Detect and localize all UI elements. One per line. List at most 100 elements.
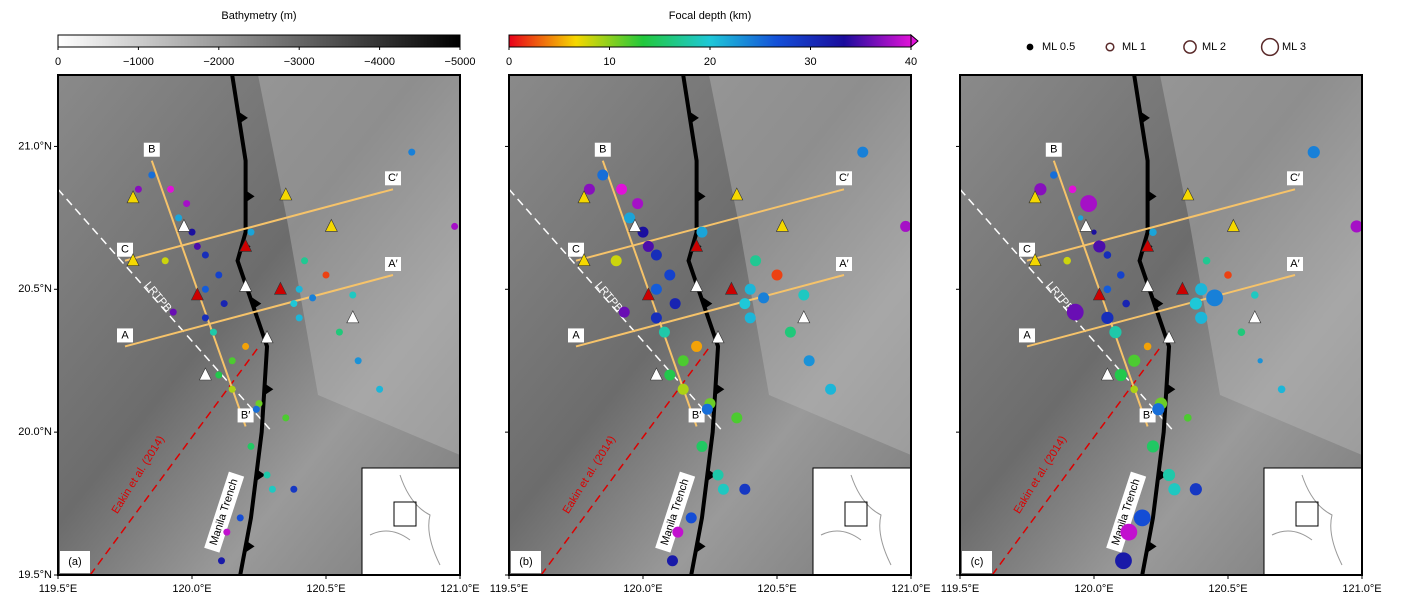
earthquake	[264, 472, 271, 479]
x-tick-label: 121.0°E	[440, 583, 479, 595]
map-panel: AA′BB′CC′LRTPBEakin et al. (2014)Manila …	[18, 75, 479, 595]
colorbar-tick-label: −1000	[123, 56, 154, 68]
earthquake	[1080, 195, 1097, 212]
earthquake	[1104, 285, 1112, 293]
earthquake	[282, 414, 289, 421]
profile-label: A′	[388, 258, 397, 270]
earthquake	[1078, 215, 1083, 220]
panel-label: (c)	[971, 556, 984, 568]
earthquake	[731, 412, 742, 423]
earthquake	[686, 512, 697, 523]
earthquake	[696, 441, 707, 452]
earthquake	[242, 343, 249, 350]
profile-label: C′	[1290, 172, 1300, 184]
earthquake	[215, 372, 222, 379]
x-tick-label: 119.5°E	[490, 583, 528, 595]
colorbar-tick-label: −5000	[445, 56, 476, 68]
colorbar-tick-label: 30	[804, 56, 816, 68]
legend-symbol	[1106, 43, 1114, 51]
earthquake	[221, 300, 228, 307]
earthquake	[202, 252, 209, 259]
earthquake	[376, 386, 383, 393]
earthquake	[162, 257, 169, 264]
earthquake	[1115, 369, 1127, 381]
inset-map	[362, 468, 460, 575]
earthquake	[1069, 185, 1077, 193]
earthquake	[1168, 483, 1180, 495]
earthquake	[1134, 509, 1151, 526]
earthquake	[1152, 403, 1164, 415]
y-tick-label: 21.0°N	[18, 140, 52, 152]
figure: Bathymetry (m)0−1000−2000−3000−4000−5000…	[0, 0, 1402, 600]
earthquake	[349, 292, 356, 299]
earthquake	[745, 284, 756, 295]
profile-label: C	[1023, 244, 1031, 256]
profile-label: A′	[839, 258, 848, 270]
earthquake	[696, 227, 707, 238]
earthquake	[269, 486, 276, 493]
legend-label: ML 0.5	[1042, 41, 1075, 53]
earthquake	[1190, 483, 1202, 495]
earthquake	[296, 314, 303, 321]
earthquake	[1147, 440, 1159, 452]
earthquake	[1238, 328, 1246, 336]
map-panel: AA′BB′CC′LRTPBEakin et al. (2014)Manila …	[941, 75, 1382, 595]
earthquake	[798, 290, 809, 301]
earthquake	[651, 312, 662, 323]
earthquake	[1122, 300, 1130, 308]
earthquake	[1308, 146, 1320, 158]
earthquake	[758, 292, 769, 303]
earthquake	[309, 294, 316, 301]
profile-label: B	[148, 144, 155, 156]
earthquake	[1351, 220, 1363, 232]
colorbar-tick-label: 0	[506, 56, 512, 68]
earthquake	[900, 221, 911, 232]
earthquake	[1184, 414, 1192, 422]
y-tick-label: 19.5°N	[18, 569, 52, 581]
earthquake	[584, 184, 595, 195]
x-tick-label: 121.0°E	[1342, 583, 1381, 595]
x-tick-label: 120.5°E	[757, 583, 796, 595]
earthquake	[651, 250, 662, 261]
x-tick-label: 120.0°E	[172, 583, 211, 595]
x-tick-label: 121.0°E	[891, 583, 930, 595]
earthquake	[1144, 343, 1152, 351]
earthquake	[247, 443, 254, 450]
legend-symbol	[1262, 39, 1279, 56]
earthquake	[1067, 304, 1084, 321]
earthquake	[1091, 229, 1096, 234]
earthquake	[296, 286, 303, 293]
earthquake	[1195, 283, 1207, 295]
earthquake	[1206, 289, 1223, 306]
colorbar-tick-label: −2000	[203, 56, 234, 68]
earthquake	[1101, 312, 1113, 324]
earthquake	[135, 186, 142, 193]
x-tick-label: 119.5°E	[39, 583, 77, 595]
legend-label: ML 3	[1282, 41, 1306, 53]
earthquake	[1149, 228, 1157, 236]
y-tick-label: 20.0°N	[18, 426, 52, 438]
profile-label: A	[121, 329, 129, 341]
earthquake	[170, 309, 177, 316]
earthquake	[301, 257, 308, 264]
inset-map	[1264, 468, 1362, 575]
earthquake	[1093, 240, 1105, 252]
earthquake	[597, 170, 608, 181]
earthquake	[659, 327, 670, 338]
earthquake	[664, 370, 675, 381]
earthquake	[229, 386, 236, 393]
earthquake	[619, 307, 630, 318]
profile-label: B′	[241, 409, 250, 421]
earthquake	[218, 557, 225, 564]
earthquake	[624, 212, 635, 223]
x-tick-label: 119.5°E	[941, 583, 979, 595]
earthquake	[651, 284, 662, 295]
earthquake	[1104, 251, 1112, 259]
legend-label: ML 1	[1122, 41, 1146, 53]
earthquake	[1258, 358, 1263, 363]
earthquake	[678, 355, 689, 366]
legend-label: ML 2	[1202, 41, 1226, 53]
profile-label: C	[121, 244, 129, 256]
earthquake	[691, 341, 702, 352]
earthquake	[1115, 552, 1132, 569]
